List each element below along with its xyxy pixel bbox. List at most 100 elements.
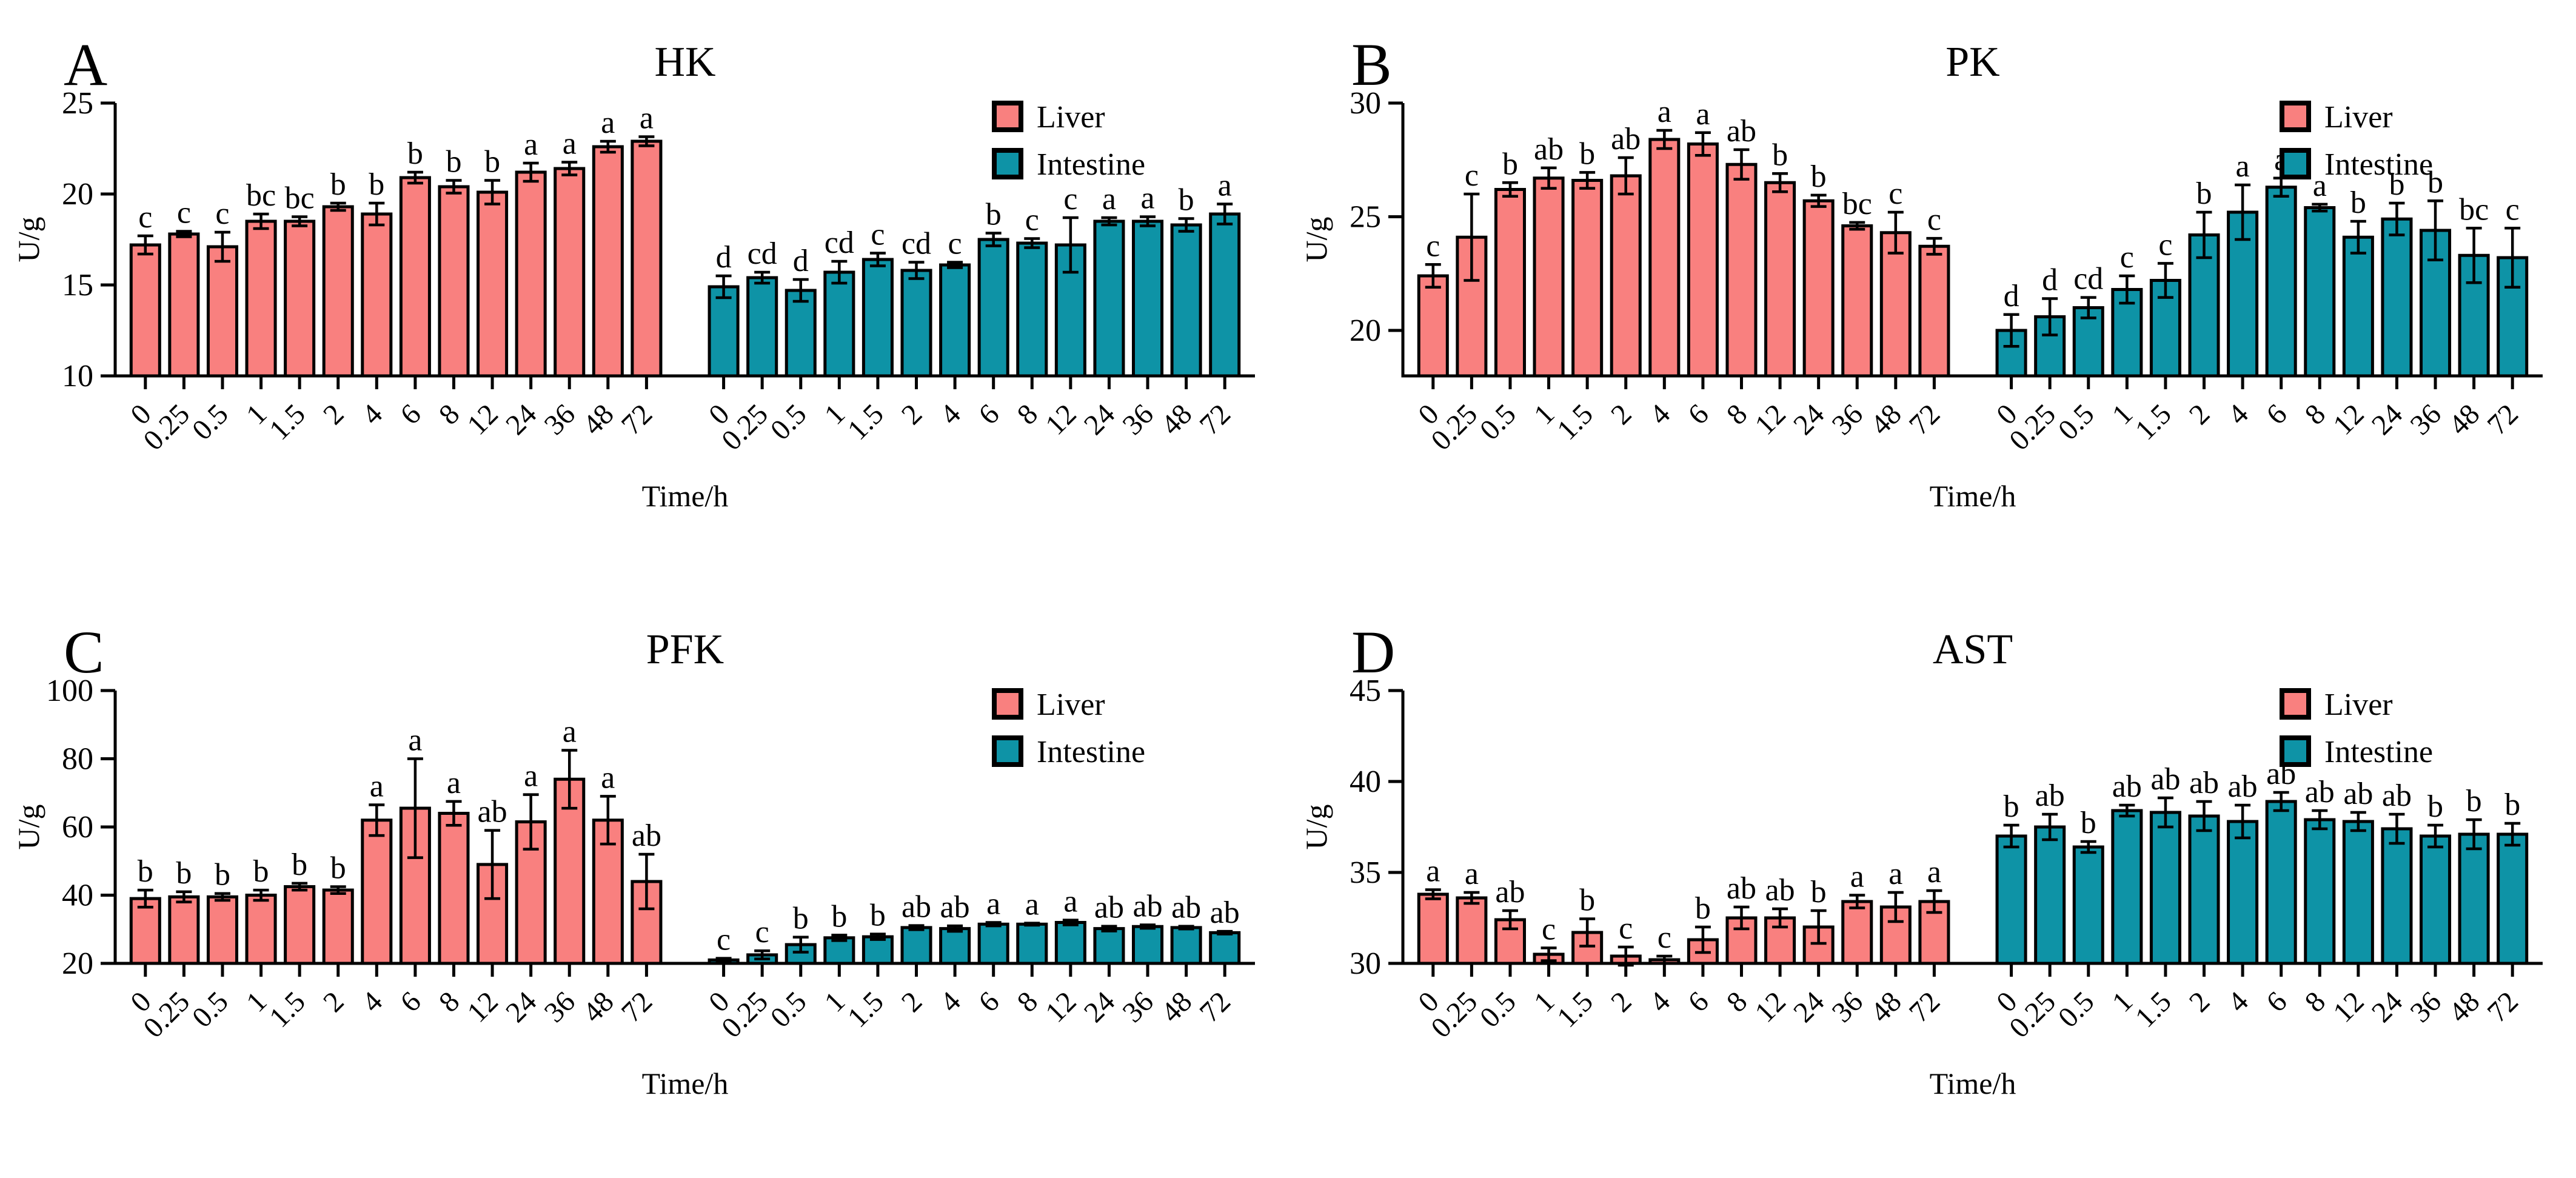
- bar-liver-48h: [592, 145, 624, 378]
- sig-letter: bc: [285, 181, 315, 216]
- sig-letter: ab: [1495, 875, 1525, 909]
- sig-letter: b: [1502, 147, 1518, 181]
- x-tick-label: 2: [317, 985, 350, 1018]
- sig-letter: a: [524, 127, 538, 162]
- x-tick-label: 0.25: [715, 398, 774, 457]
- bar-intestine-4h: [939, 263, 971, 378]
- sig-letter: a: [1218, 169, 1232, 203]
- x-tick-label: 48: [1864, 398, 1907, 441]
- sig-letter: b: [2389, 167, 2404, 202]
- sig-letter: a: [524, 759, 538, 794]
- x-tick-label: 48: [1155, 985, 1198, 1028]
- y-tick-label: 40: [1350, 765, 1381, 799]
- bar-liver-36h: [1841, 224, 1873, 378]
- panel-C-chart: C PFK20406080100U/gb0b0.25b0.5b1b1.5b2a4a…: [12, 618, 1255, 1100]
- y-tick-label: 30: [1350, 946, 1381, 981]
- bar-intestine-48h: [1170, 926, 1202, 965]
- panel-letter: A: [64, 31, 107, 98]
- x-tick-label: 0.25: [2003, 398, 2062, 457]
- x-tick-label: 72: [1194, 985, 1237, 1028]
- y-tick-label: 40: [62, 878, 93, 913]
- x-tick-label: 36: [538, 985, 581, 1028]
- sig-letter: ab: [2382, 778, 2412, 813]
- bar-intestine-36h: [1132, 219, 1164, 378]
- x-tick-label: 2: [1605, 985, 1638, 1018]
- x-tick-label: 1.5: [2129, 985, 2178, 1034]
- y-tick-label: 60: [62, 810, 93, 845]
- sig-letter: c: [1465, 158, 1479, 193]
- x-tick-label: 0.5: [764, 398, 813, 446]
- sig-letter: ab: [2343, 777, 2373, 811]
- sig-letter: b: [330, 851, 346, 885]
- x-tick-label: 72: [1194, 398, 1237, 441]
- bar-liver-0.5h: [206, 245, 238, 378]
- x-tick-label: 0.25: [1425, 398, 1484, 457]
- x-tick-label: 0.5: [2052, 398, 2101, 446]
- sig-letter: ab: [2189, 766, 2219, 800]
- x-tick-label: 24: [1787, 985, 1830, 1028]
- legend-label-intestine: Intestine: [1037, 735, 1145, 769]
- bar-intestine-36h: [1132, 925, 1164, 965]
- y-tick-label: 15: [62, 268, 93, 303]
- bar-intestine-6h: [977, 922, 1009, 965]
- bar-intestine-24h: [2381, 217, 2413, 378]
- sig-letter: c: [755, 915, 769, 949]
- x-tick-label: 1.5: [1551, 985, 1599, 1034]
- sig-letter: cd: [902, 227, 931, 261]
- x-tick-label: 8: [2299, 398, 2332, 430]
- legend-label-liver: Liver: [1037, 100, 1105, 135]
- sig-letter: b: [1811, 159, 1827, 194]
- bar-liver-4h: [361, 818, 393, 965]
- y-axis-label: U/g: [12, 805, 45, 850]
- sig-letter: a: [640, 101, 654, 136]
- bar-liver-0h: [129, 243, 161, 378]
- bar-intestine-36h: [2420, 834, 2452, 965]
- bar-intestine-4h: [2227, 820, 2259, 965]
- sig-letter: ab: [2112, 769, 2142, 804]
- y-tick-label: 35: [1350, 855, 1381, 890]
- legend-swatch-liver: [2280, 101, 2311, 132]
- bar-liver-0.5h: [1494, 188, 1526, 378]
- x-tick-label: 0.5: [2052, 985, 2101, 1034]
- sig-letter: bc: [1842, 187, 1872, 221]
- sig-letter: a: [1025, 888, 1039, 922]
- sig-letter: b: [484, 145, 500, 179]
- x-tick-label: 0.25: [137, 398, 196, 457]
- bar-intestine-0h: [1995, 834, 2027, 965]
- panel-A: A HK 10 15 20 25 U/g c 0 c 0.25 c 0.5 bc 1 bc 1.5 b 2 b 4 b 6 b…: [0, 0, 1288, 587]
- bar-liver-0.25h: [168, 232, 200, 378]
- x-tick-label: 2: [2183, 398, 2216, 430]
- bar-liver-0.25h: [1456, 896, 1488, 965]
- x-tick-label: 72: [1903, 398, 1946, 441]
- bar-intestine-6h: [2265, 800, 2297, 965]
- sig-letter: a: [447, 766, 461, 800]
- x-tick-label: 4: [2221, 398, 2254, 430]
- sig-letter: ab: [1765, 873, 1795, 908]
- x-tick-label: 36: [538, 398, 581, 441]
- sig-letter: c: [1927, 202, 1941, 237]
- legend-swatch-liver: [992, 101, 1023, 132]
- x-tick-label: 36: [1116, 398, 1159, 441]
- sig-letter: a: [601, 105, 615, 140]
- sig-letter: a: [2236, 149, 2250, 184]
- panel-B: B PK 20 25 30 U/g c 0 c 0.25 b 0.5 ab 1 b 1.5 ab 2 a 4 a 6 ab 8…: [1288, 0, 2576, 587]
- bar-liver-6h: [399, 176, 431, 378]
- sig-letter: a: [1426, 854, 1440, 889]
- x-tick-label: 6: [394, 398, 427, 430]
- sig-letter: c: [215, 196, 229, 231]
- bar-liver-1.5h: [284, 885, 316, 965]
- sig-letter: b: [215, 858, 230, 892]
- bar-intestine-72h: [1209, 212, 1241, 378]
- x-tick-label: 4: [2221, 985, 2254, 1018]
- x-tick-label: 1.5: [263, 985, 312, 1034]
- bar-liver-2h: [1610, 174, 1642, 378]
- bar-intestine-72h: [1209, 931, 1241, 965]
- bar-intestine-1.5h: [861, 258, 894, 378]
- x-tick-label: 8: [1721, 985, 1753, 1018]
- x-tick-label: 36: [1826, 398, 1869, 441]
- sig-letter: bc: [246, 178, 276, 213]
- sig-letter: ab: [1094, 891, 1124, 925]
- sig-letter: b: [2427, 165, 2443, 199]
- y-tick-label: 20: [62, 177, 93, 212]
- sig-letter: c: [1658, 920, 1671, 955]
